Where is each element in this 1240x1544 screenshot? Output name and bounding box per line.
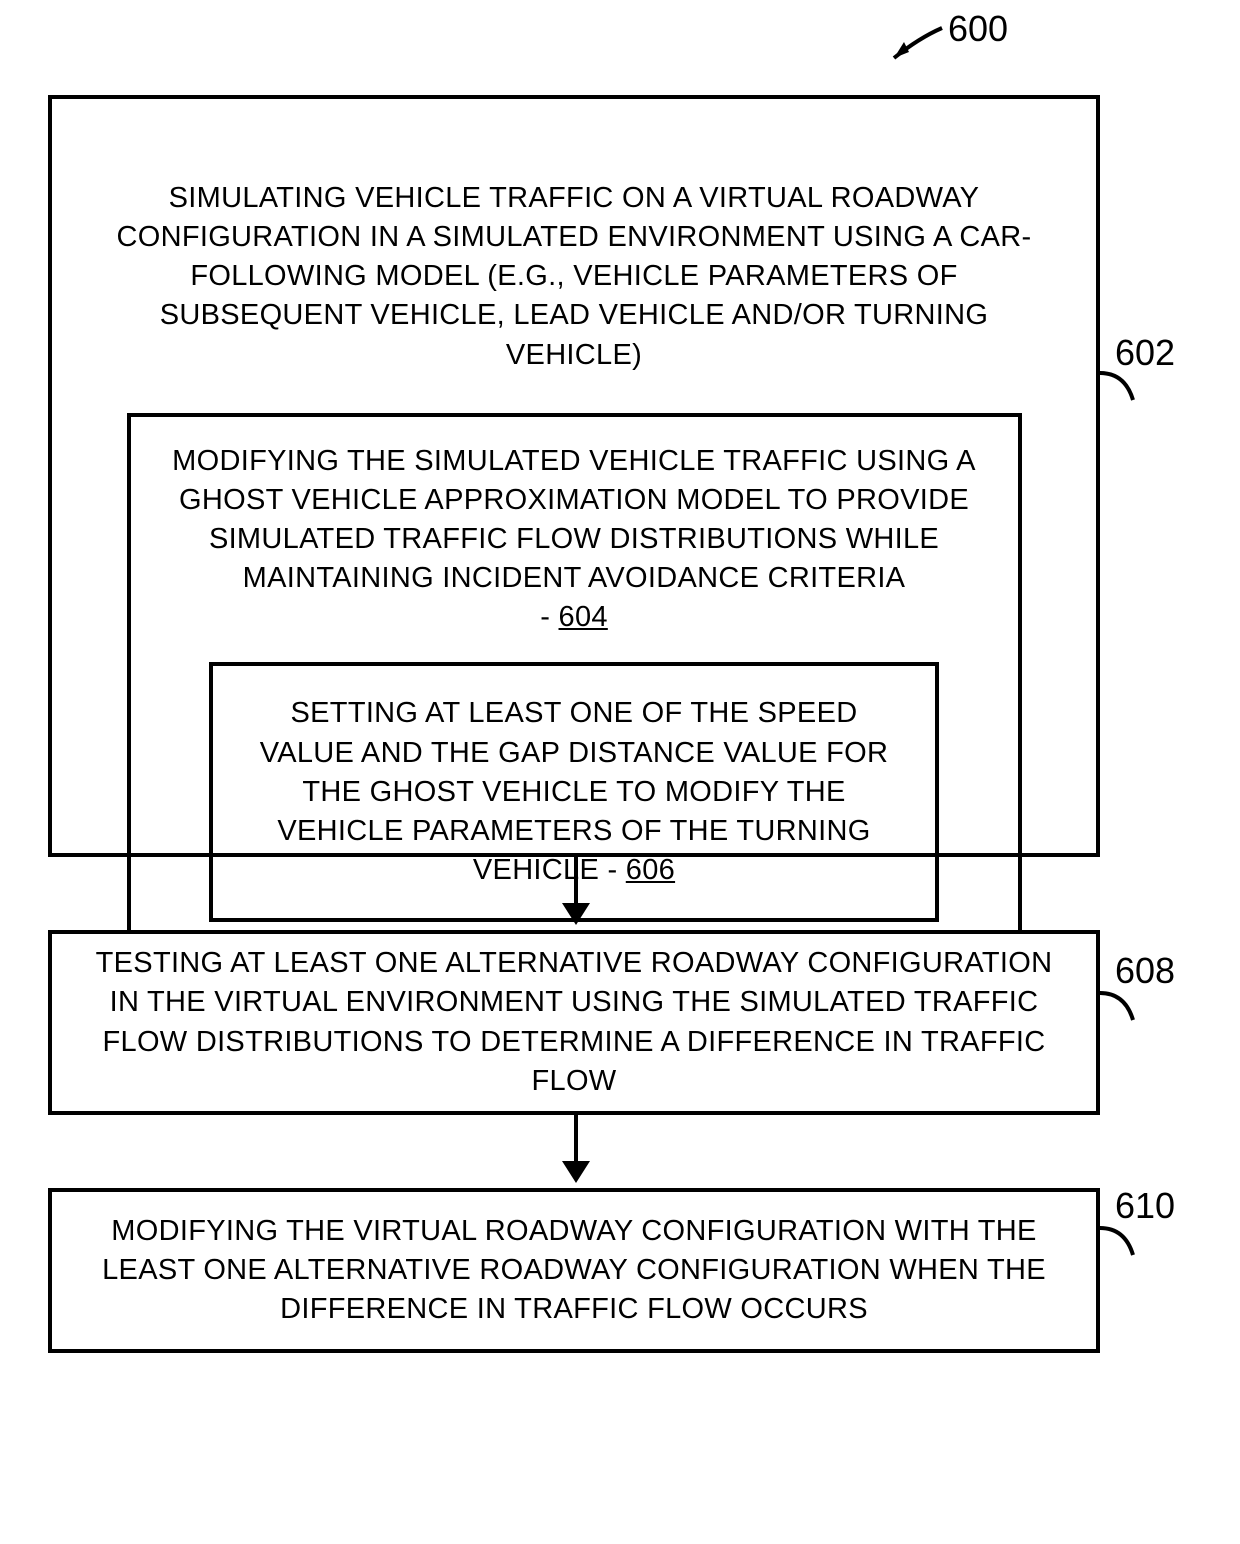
ref-608-label: 608: [1115, 950, 1175, 992]
arrow-602-to-608: [556, 857, 596, 933]
box-608-text: TESTING AT LEAST ONE ALTERNATIVE ROADWAY…: [82, 944, 1066, 1101]
box-604-text: MODIFYING THE SIMULATED VEHICLE TRAFFIC …: [171, 442, 978, 638]
flowchart-box-602: SIMULATING VEHICLE TRAFFIC ON A VIRTUAL …: [48, 95, 1100, 857]
callout-602: [1095, 370, 1155, 420]
flowchart-diagram: 600 SIMULATING VEHICLE TRAFFIC ON A VIRT…: [0, 0, 1240, 1544]
main-ref-arrow: [874, 20, 954, 70]
ref-610-label: 610: [1115, 1185, 1175, 1227]
callout-608: [1095, 990, 1155, 1040]
callout-610: [1095, 1225, 1155, 1275]
flowchart-box-608: TESTING AT LEAST ONE ALTERNATIVE ROADWAY…: [48, 930, 1100, 1115]
arrow-608-to-610: [556, 1115, 596, 1191]
box-602-text: SIMULATING VEHICLE TRAFFIC ON A VIRTUAL …: [82, 179, 1066, 375]
flowchart-box-610: MODIFYING THE VIRTUAL ROADWAY CONFIGURAT…: [48, 1188, 1100, 1353]
box-610-text: MODIFYING THE VIRTUAL ROADWAY CONFIGURAT…: [82, 1212, 1066, 1329]
ref-602-label: 602: [1115, 332, 1175, 374]
main-ref-label: 600: [948, 8, 1008, 50]
